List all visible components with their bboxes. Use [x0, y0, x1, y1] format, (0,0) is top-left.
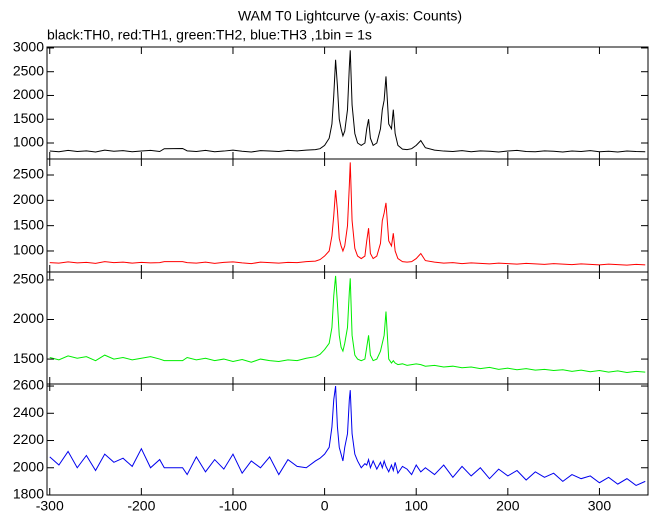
y-tick-label: 2400	[13, 404, 44, 420]
y-tick-label: 1500	[13, 110, 44, 126]
y-tick-label: 2500	[13, 166, 44, 182]
y-tick-label: 2000	[13, 191, 44, 207]
x-tick-label: 200	[496, 498, 520, 514]
panel-frame	[46, 383, 649, 496]
y-tick-label: 2000	[13, 458, 44, 474]
light-curve	[49, 50, 646, 153]
y-tick-label: 3000	[13, 39, 44, 55]
x-tick-label: 0	[321, 498, 329, 514]
y-tick-label: 2500	[13, 62, 44, 78]
x-tick-label: 100	[405, 498, 429, 514]
x-tick-label: -300	[36, 498, 64, 514]
y-tick-label: 1800	[13, 486, 44, 502]
y-tick-label: 2500	[13, 271, 44, 287]
light-curve	[49, 162, 646, 266]
x-tick-label: -100	[219, 498, 247, 514]
chart-title: WAM T0 Lightcurve (y-axis: Counts)	[238, 8, 462, 24]
y-tick-label: 1500	[13, 216, 44, 232]
chart-subtitle: black:TH0, red:TH1, green:TH2, blue:TH3 …	[47, 27, 372, 43]
y-tick-label: 1000	[13, 134, 44, 150]
x-tick-label: -200	[127, 498, 155, 514]
y-tick-label: 2000	[13, 310, 44, 326]
x-tick-label: 300	[588, 498, 612, 514]
y-tick-label: 2200	[13, 431, 44, 447]
light-curve	[49, 385, 646, 487]
y-tick-label: 2600	[13, 377, 44, 393]
light-curve	[49, 275, 646, 374]
y-tick-label: 1500	[13, 350, 44, 366]
y-tick-label: 2000	[13, 86, 44, 102]
y-tick-label: 1000	[13, 242, 44, 258]
